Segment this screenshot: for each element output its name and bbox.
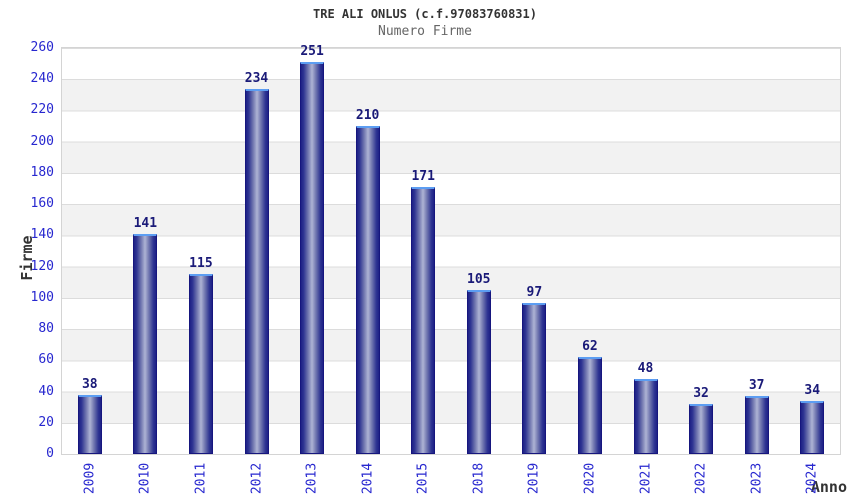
bar <box>522 303 547 454</box>
bar-value-label: 32 <box>693 386 709 401</box>
bar <box>689 404 714 454</box>
x-tick-label: 2011 <box>193 462 209 495</box>
y-tick-label: 40 <box>38 383 54 399</box>
bar-value-label: 34 <box>804 383 821 398</box>
bar <box>133 234 158 454</box>
bar <box>466 290 491 454</box>
bar <box>744 396 769 454</box>
chart-subtitle: Numero Firme <box>378 24 472 39</box>
bar-value-label: 115 <box>189 256 213 271</box>
x-tick-label: 2009 <box>82 462 98 495</box>
x-tick-label: 2024 <box>804 462 820 495</box>
x-tick-label: 2019 <box>526 462 542 495</box>
bar-value-label: 62 <box>582 339 598 354</box>
plot-area: 38 141 115 234 251 210 171 105 97 62 48 32 37 34 <box>61 44 841 455</box>
bar-value-label: 251 <box>300 44 324 59</box>
x-tick-label: 2023 <box>749 462 765 495</box>
y-tick-label: 140 <box>30 227 54 243</box>
bar-value-label: 97 <box>526 285 543 300</box>
y-tick-label: 180 <box>30 164 54 180</box>
bar <box>411 187 436 454</box>
bar <box>633 379 658 454</box>
bar <box>77 395 102 454</box>
bar-value-label: 234 <box>244 71 269 86</box>
bar <box>800 401 825 454</box>
bar <box>244 89 269 454</box>
bar <box>577 357 602 454</box>
y-tick-label: 200 <box>30 133 54 149</box>
bar-value-label: 105 <box>467 272 491 287</box>
bar-value-label: 141 <box>133 216 158 231</box>
y-tick-label: 240 <box>30 71 54 87</box>
y-tick-label: 100 <box>30 289 54 305</box>
x-tick-label: 2012 <box>249 462 264 495</box>
chart-title: TRE ALI ONLUS (c.f.97083760831) <box>313 7 537 21</box>
bar <box>188 274 213 454</box>
bar-value-label: 171 <box>411 169 435 184</box>
x-tick-label: 2022 <box>693 462 709 495</box>
x-tick-label: 2013 <box>304 462 320 495</box>
y-tick-label: 80 <box>38 321 54 337</box>
x-tick-label: 2018 <box>471 462 487 495</box>
y-tick-label: 120 <box>30 258 54 274</box>
y-tick-label: 160 <box>30 196 54 212</box>
y-tick-label: 220 <box>30 102 54 118</box>
bar <box>300 62 325 454</box>
bar <box>355 126 380 454</box>
x-axis-label: Anno <box>810 478 847 496</box>
bar-value-label: 48 <box>637 361 654 376</box>
x-tick-label: 2020 <box>582 462 598 495</box>
y-tick-label: 0 <box>46 446 54 461</box>
y-tick-label: 260 <box>30 40 54 55</box>
y-tick-label: 60 <box>38 352 54 368</box>
bar-value-label: 37 <box>748 378 765 393</box>
y-tick-label: 20 <box>38 414 54 430</box>
x-tick-label: 2014 <box>360 462 376 495</box>
bar-value-label: 210 <box>355 108 380 123</box>
x-tick-label: 2010 <box>137 462 153 495</box>
x-tick-label: 2015 <box>415 462 431 495</box>
bar-value-label: 38 <box>81 377 98 392</box>
x-tick-label: 2021 <box>638 462 653 495</box>
